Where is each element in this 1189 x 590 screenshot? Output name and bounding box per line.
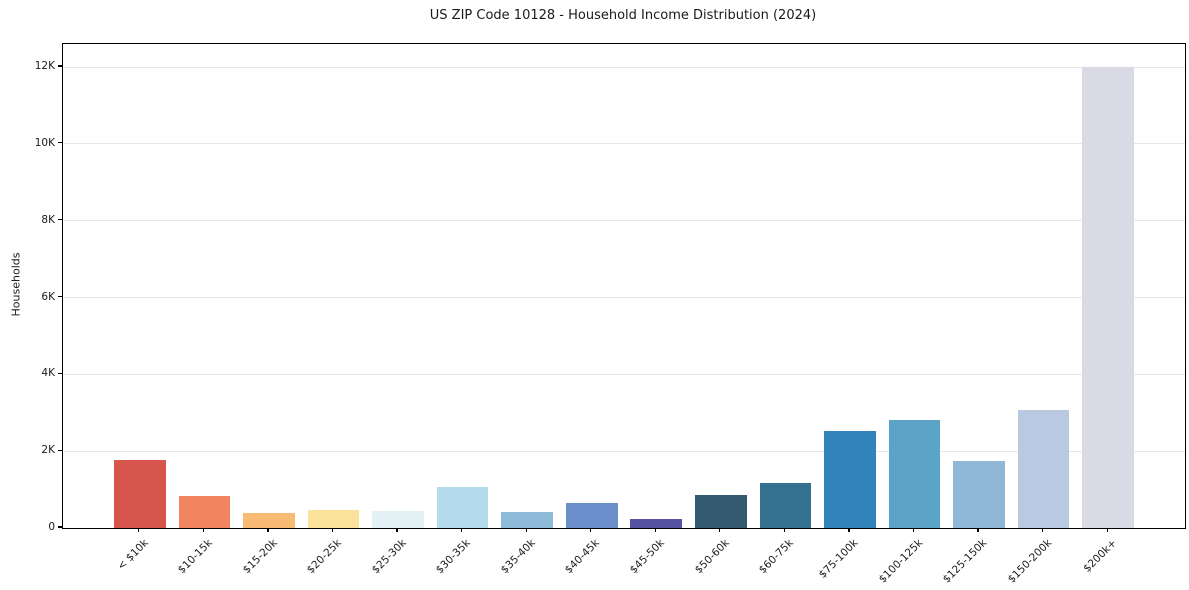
y-tick-label: 4K	[41, 367, 55, 380]
x-tick-mark	[396, 528, 398, 532]
y-tick-mark	[58, 142, 62, 144]
grid-line	[63, 297, 1185, 299]
x-tick-label: $35-40k	[498, 537, 538, 577]
x-tick-mark	[783, 528, 785, 532]
y-tick-mark	[58, 65, 62, 67]
bar-40-45k	[565, 502, 618, 528]
bar-75-100k	[824, 430, 876, 528]
bar-30-35k	[436, 487, 489, 528]
x-tick-label: $20-25k	[304, 537, 344, 577]
x-tick-mark	[1106, 528, 1108, 532]
bar-200k+	[1082, 67, 1134, 528]
x-tick-mark	[977, 528, 979, 532]
x-tick-label: $150-200k	[1005, 537, 1055, 586]
x-tick-mark	[848, 528, 850, 532]
x-tick-label: < $10k	[114, 537, 151, 573]
x-tick-label: $100-125k	[876, 537, 925, 586]
x-tick-label: $10-15k	[175, 537, 215, 577]
y-tick-label: 12K	[34, 60, 55, 73]
bar-15-20k	[243, 512, 295, 528]
x-tick-mark	[719, 528, 721, 532]
y-tick-label: 2K	[41, 444, 55, 457]
bar-50-60k	[695, 494, 747, 528]
x-tick-mark	[138, 528, 140, 532]
x-tick-label: $75-100k	[816, 537, 861, 581]
bar-35-40k	[501, 512, 553, 528]
bar-20-25k	[307, 509, 360, 528]
x-tick-mark	[654, 528, 656, 532]
bar-25-30k	[372, 511, 424, 528]
x-tick-label: $25-30k	[369, 537, 409, 577]
y-tick-label: 10K	[34, 136, 55, 149]
x-tick-mark	[590, 528, 592, 532]
x-tick-label: $45-50k	[627, 537, 667, 577]
y-axis-label: Households	[9, 252, 23, 317]
grid-line	[63, 450, 1185, 452]
x-tick-mark	[331, 528, 334, 532]
bar-45-50k	[630, 519, 683, 528]
x-tick-mark	[461, 528, 463, 532]
x-tick-label: $50-60k	[692, 537, 732, 577]
x-tick-label: $200k+	[1080, 537, 1119, 575]
bar-100-125k	[888, 420, 941, 528]
y-tick-label: 6K	[41, 290, 55, 303]
x-tick-mark	[202, 528, 204, 532]
bar-10k	[114, 460, 166, 528]
x-tick-mark	[1042, 528, 1044, 532]
y-tick-mark	[58, 372, 62, 374]
bar-60-75k	[759, 483, 812, 528]
grid-line	[63, 220, 1185, 222]
x-tick-mark	[912, 528, 915, 532]
plot-area	[62, 43, 1186, 529]
x-tick-label: $30-35k	[433, 537, 474, 577]
y-tick-label: 8K	[41, 213, 55, 226]
x-tick-label: $15-20k	[240, 537, 280, 577]
grid-line	[63, 143, 1185, 145]
y-tick-mark	[58, 526, 62, 528]
chart-title: US ZIP Code 10128 - Household Income Dis…	[429, 8, 817, 23]
x-tick-label: $40-45k	[563, 537, 603, 577]
bar-125-150k	[953, 461, 1005, 528]
x-tick-mark	[267, 528, 269, 532]
x-tick-label: $60-75k	[756, 537, 796, 577]
y-tick-mark	[58, 219, 62, 221]
x-tick-mark	[525, 528, 527, 532]
bar-10-15k	[178, 495, 231, 528]
bar-150-200k	[1017, 410, 1070, 528]
y-tick-mark	[58, 449, 62, 451]
grid-line	[63, 373, 1185, 375]
grid-line	[63, 66, 1185, 68]
x-tick-label: $125-150k	[941, 537, 990, 586]
y-tick-mark	[58, 295, 62, 298]
y-tick-label: 0	[48, 521, 55, 533]
